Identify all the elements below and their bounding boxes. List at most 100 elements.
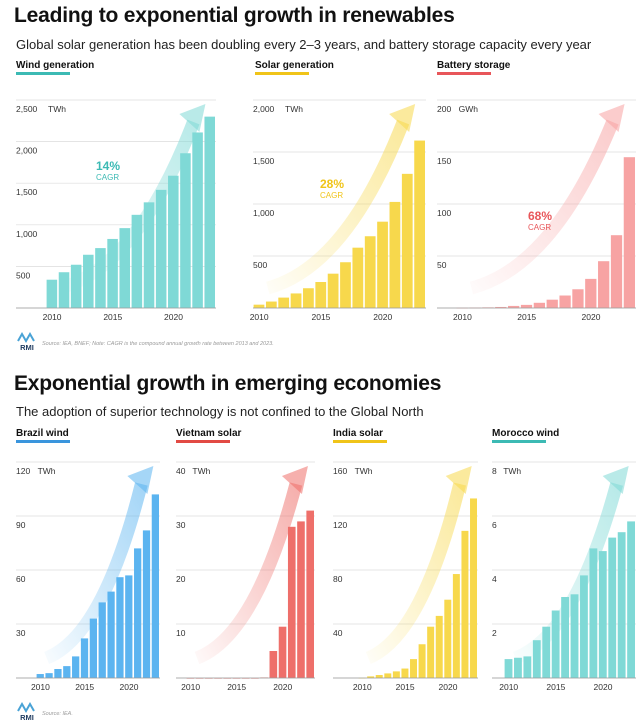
solar-generation-bar bbox=[278, 297, 290, 308]
solar-generation-bar bbox=[389, 201, 401, 308]
india-solar-bar bbox=[401, 668, 409, 678]
india-solar-growth-arrowhead bbox=[445, 466, 472, 494]
morocco-wind-ytick-label: 4 bbox=[492, 574, 497, 584]
brazil-wind-bar bbox=[151, 494, 159, 678]
battery-storage-unit: GWh bbox=[459, 104, 479, 114]
battery-storage-bar bbox=[610, 235, 623, 308]
brazil-wind-title-underline bbox=[16, 440, 70, 443]
morocco-wind-bar bbox=[589, 548, 598, 678]
morocco-wind-ytick-label: 2 bbox=[492, 628, 497, 638]
wind-generation-bar bbox=[119, 228, 130, 308]
morocco-wind-xtick-label: 2020 bbox=[594, 682, 613, 692]
india-solar-bar bbox=[427, 626, 435, 678]
brazil-wind-growth-arrowhead bbox=[127, 466, 154, 494]
wind-generation-xtick-label: 2015 bbox=[103, 312, 122, 322]
wind-generation-xtick-label: 2010 bbox=[43, 312, 62, 322]
solar-generation-title: Solar generation bbox=[255, 60, 334, 71]
solar-generation-bar bbox=[401, 173, 413, 308]
morocco-wind-xtick-label: 2010 bbox=[499, 682, 518, 692]
morocco-wind-bar bbox=[514, 657, 522, 678]
battery-storage-bar bbox=[585, 278, 597, 308]
india-solar-bar bbox=[392, 671, 400, 678]
battery-storage-bar bbox=[559, 295, 571, 308]
vietnam-solar-xtick-label: 2015 bbox=[227, 682, 246, 692]
morocco-wind-growth-arrowhead bbox=[602, 466, 629, 494]
wind-generation-title-underline bbox=[16, 72, 70, 75]
solar-generation-bar bbox=[290, 293, 302, 308]
india-solar-ytick-label: 40 bbox=[333, 628, 343, 638]
india-solar-xtick-label: 2020 bbox=[439, 682, 458, 692]
morocco-wind-bar bbox=[608, 537, 617, 678]
brazil-wind-bar bbox=[63, 666, 71, 678]
wind-generation-ytick-label: 1,000 bbox=[16, 229, 38, 239]
brazil-wind-bar bbox=[80, 638, 89, 678]
solar-generation-title-underline bbox=[255, 72, 309, 75]
vietnam-solar-title-underline bbox=[176, 440, 230, 443]
rmi-logo: RMI bbox=[16, 330, 38, 357]
battery-storage-ytick-label: 200 bbox=[437, 104, 451, 114]
india-solar-bar bbox=[384, 673, 392, 678]
india-solar-bar bbox=[444, 599, 452, 678]
brazil-wind-growth-arrow bbox=[43, 482, 148, 665]
morocco-wind-bar bbox=[617, 532, 626, 678]
solar-generation-bar bbox=[253, 304, 265, 308]
wind-generation-bar bbox=[204, 116, 215, 308]
battery-storage-chart: Battery storage 50 100 150 200 GWh 2010 2015 202… bbox=[437, 60, 636, 322]
india-solar-bar bbox=[452, 574, 460, 678]
solar-generation-bar bbox=[303, 288, 314, 308]
vietnam-solar-bar bbox=[297, 521, 305, 678]
battery-storage-bar bbox=[508, 305, 520, 308]
india-solar-xtick-label: 2010 bbox=[353, 682, 372, 692]
solar-generation-bar bbox=[315, 282, 327, 308]
solar-generation-growth-arrow bbox=[265, 119, 410, 295]
battery-storage-ytick-label: 100 bbox=[437, 208, 451, 218]
vietnam-solar-ytick-label: 30 bbox=[176, 520, 186, 530]
vietnam-solar-bar bbox=[278, 626, 287, 678]
section-2-subtitle: The adoption of superior technology is n… bbox=[16, 404, 424, 419]
section-1-source: Source: IEA, BNEF; Note: CAGR is the com… bbox=[42, 341, 274, 347]
wind-generation-ytick-label: 2,000 bbox=[16, 146, 38, 156]
india-solar-bar bbox=[410, 659, 417, 678]
wind-generation-bar bbox=[168, 175, 179, 308]
brazil-wind-unit: TWh bbox=[38, 466, 56, 476]
battery-storage-cagr-value: 68% bbox=[528, 209, 552, 223]
wind-generation-cagr-label: CAGR bbox=[96, 173, 119, 182]
india-solar-title-underline bbox=[333, 440, 387, 443]
morocco-wind-unit: TWh bbox=[503, 466, 521, 476]
morocco-wind-bar bbox=[580, 575, 588, 678]
section-2-source: Source: IEA. bbox=[42, 711, 73, 717]
morocco-wind-bar bbox=[542, 626, 551, 678]
brazil-wind-bar bbox=[45, 673, 53, 678]
section-2-title: Exponential growth in emerging economies bbox=[14, 372, 442, 395]
brazil-wind-ytick-label: 60 bbox=[16, 574, 26, 584]
india-solar-bar bbox=[418, 644, 426, 678]
morocco-wind-bar bbox=[561, 597, 569, 678]
wind-generation-bar bbox=[192, 132, 203, 308]
morocco-wind-bar bbox=[570, 594, 579, 678]
battery-storage-growth-arrowhead bbox=[598, 104, 625, 132]
brazil-wind-bar bbox=[125, 575, 133, 678]
battery-storage-xtick-label: 2015 bbox=[517, 312, 536, 322]
india-solar-bar bbox=[435, 615, 443, 678]
brazil-wind-bar bbox=[89, 618, 97, 678]
india-solar-bar bbox=[375, 675, 383, 678]
rmi-logo-2: RMI bbox=[16, 700, 38, 727]
vietnam-solar-xtick-label: 2010 bbox=[181, 682, 200, 692]
brazil-wind-title: Brazil wind bbox=[16, 428, 69, 439]
wind-generation-bar bbox=[58, 272, 70, 308]
solar-generation-bar bbox=[340, 262, 351, 308]
wind-generation-growth-arrowhead bbox=[179, 104, 206, 132]
battery-storage-ytick-label: 150 bbox=[437, 156, 451, 166]
solar-generation-ytick-label: 1,000 bbox=[253, 208, 275, 218]
battery-storage-bar bbox=[520, 304, 533, 308]
india-solar-ytick-label: 80 bbox=[333, 574, 343, 584]
morocco-wind-bar bbox=[551, 610, 560, 678]
battery-storage-bar bbox=[495, 306, 507, 308]
vietnam-solar-bar bbox=[306, 510, 314, 678]
battery-storage-title: Battery storage bbox=[437, 60, 511, 71]
india-solar-ytick-label: 120 bbox=[333, 520, 347, 530]
wind-generation-title: Wind generation bbox=[16, 60, 94, 71]
wind-generation-ytick-label: 500 bbox=[16, 270, 30, 280]
morocco-wind-bar bbox=[504, 659, 513, 678]
morocco-wind-title: Morocco wind bbox=[492, 428, 559, 439]
